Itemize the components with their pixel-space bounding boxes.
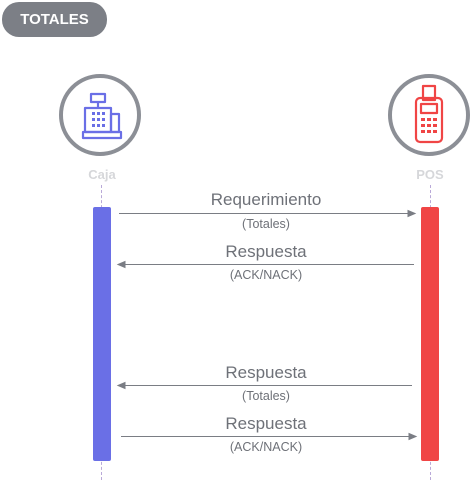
- caja-activation-bar: [93, 207, 111, 461]
- message-1-subtitle: (Totales): [242, 217, 290, 231]
- pos-terminal-icon: [414, 84, 444, 144]
- message-1-title: Requerimiento: [210, 190, 322, 209]
- caja-actor-circle: [59, 74, 141, 156]
- message-4-subtitle: (ACK/NACK): [229, 440, 303, 454]
- message-2-subtitle: (ACK/NACK): [229, 268, 303, 282]
- message-2-title: Respuesta: [225, 242, 307, 261]
- message-3-subtitle: (Totales): [242, 389, 290, 403]
- pos-label: POS: [416, 167, 444, 182]
- cash-register-icon: [81, 92, 123, 140]
- caja-label: Caja: [88, 167, 116, 182]
- title-badge: TOTALES: [2, 2, 107, 37]
- pos-actor-circle: [388, 74, 470, 156]
- pos-activation-bar: [421, 207, 439, 461]
- message-3-title: Respuesta: [225, 363, 307, 382]
- message-4-title: Respuesta: [225, 414, 307, 433]
